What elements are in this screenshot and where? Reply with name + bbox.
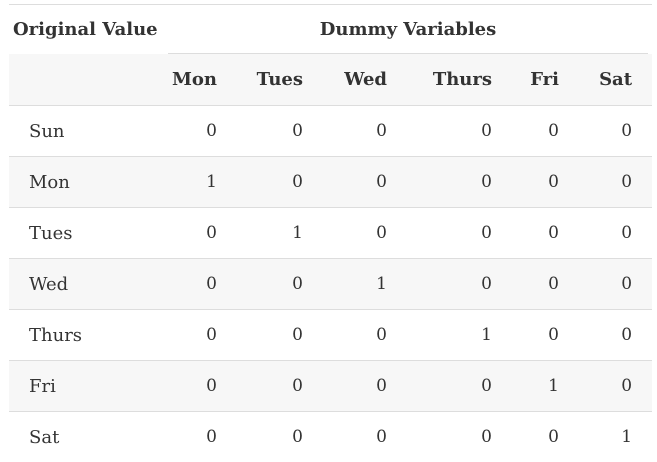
column-header-sat: Sat bbox=[579, 54, 653, 106]
table-row: Sun 0 0 0 0 0 0 bbox=[9, 105, 653, 157]
table-cell: 0 bbox=[323, 411, 407, 462]
table-cell: 0 bbox=[407, 258, 512, 310]
table-cell: 1 bbox=[164, 156, 237, 208]
row-label: Tues bbox=[9, 207, 164, 259]
table-cell: 0 bbox=[407, 156, 512, 208]
table-cell: 0 bbox=[164, 411, 237, 462]
column-header-thurs: Thurs bbox=[407, 54, 512, 106]
column-header-fri: Fri bbox=[512, 54, 579, 106]
table-cell: 1 bbox=[579, 411, 653, 462]
table-row: Sat 0 0 0 0 0 1 bbox=[9, 411, 653, 462]
table-row: Wed 0 0 1 0 0 0 bbox=[9, 258, 653, 310]
table-header: Original Value Dummy Variables Mon Tues … bbox=[9, 4, 653, 106]
table-cell: 1 bbox=[512, 360, 579, 412]
table-cell: 0 bbox=[323, 309, 407, 361]
table-cell: 0 bbox=[579, 309, 653, 361]
table-cell: 0 bbox=[237, 156, 323, 208]
table-row: Tues 0 1 0 0 0 0 bbox=[9, 207, 653, 259]
table-cell: 0 bbox=[512, 258, 579, 310]
table-cell: 0 bbox=[407, 360, 512, 412]
table-cell: 0 bbox=[512, 156, 579, 208]
table-cell: 0 bbox=[579, 156, 653, 208]
dummy-variable-table: Original Value Dummy Variables Mon Tues … bbox=[9, 4, 653, 462]
table-row: Fri 0 0 0 0 1 0 bbox=[9, 360, 653, 412]
table-cell: 1 bbox=[237, 207, 323, 259]
row-label: Thurs bbox=[9, 309, 164, 361]
table-cell: 0 bbox=[579, 258, 653, 310]
table-cell: 0 bbox=[237, 411, 323, 462]
row-label: Sun bbox=[9, 105, 164, 157]
table-cell: 0 bbox=[323, 207, 407, 259]
table-cell: 0 bbox=[407, 411, 512, 462]
table-row: Thurs 0 0 0 1 0 0 bbox=[9, 309, 653, 361]
column-header-row: Mon Tues Wed Thurs Fri Sat bbox=[9, 54, 653, 106]
dummy-variables-header: Dummy Variables bbox=[164, 4, 653, 54]
table-cell: 0 bbox=[164, 309, 237, 361]
table-row: Mon 1 0 0 0 0 0 bbox=[9, 156, 653, 208]
table-cell: 0 bbox=[512, 411, 579, 462]
table-cell: 1 bbox=[407, 309, 512, 361]
table-cell: 0 bbox=[237, 105, 323, 157]
dummy-variables-header-label: Dummy Variables bbox=[319, 19, 497, 40]
table-cell: 0 bbox=[164, 360, 237, 412]
table-cell: 0 bbox=[407, 207, 512, 259]
table-cell: 0 bbox=[512, 105, 579, 157]
table-cell: 0 bbox=[237, 258, 323, 310]
row-label: Fri bbox=[9, 360, 164, 412]
table-cell: 0 bbox=[407, 105, 512, 157]
table-cell: 0 bbox=[323, 156, 407, 208]
row-label: Sat bbox=[9, 411, 164, 462]
table-cell: 0 bbox=[164, 105, 237, 157]
table-cell: 0 bbox=[512, 309, 579, 361]
table-cell: 0 bbox=[237, 360, 323, 412]
table-cell: 0 bbox=[164, 258, 237, 310]
dummy-variables-header-rule bbox=[168, 53, 649, 54]
table-cell: 0 bbox=[579, 207, 653, 259]
column-header-wed: Wed bbox=[323, 54, 407, 106]
table-cell: 0 bbox=[164, 207, 237, 259]
row-label: Wed bbox=[9, 258, 164, 310]
table-cell: 0 bbox=[237, 309, 323, 361]
table-body: Sun 0 0 0 0 0 0 Mon 1 0 0 0 0 0 Tues 0 1 bbox=[9, 105, 653, 462]
column-header-blank bbox=[9, 54, 164, 106]
dummy-variable-table-container: Original Value Dummy Variables Mon Tues … bbox=[9, 4, 653, 462]
row-label: Mon bbox=[9, 156, 164, 208]
table-cell: 0 bbox=[512, 207, 579, 259]
group-header-row: Original Value Dummy Variables bbox=[9, 4, 653, 54]
table-cell: 0 bbox=[323, 105, 407, 157]
table-cell: 1 bbox=[323, 258, 407, 310]
column-header-mon: Mon bbox=[164, 54, 237, 106]
table-cell: 0 bbox=[323, 360, 407, 412]
column-header-tues: Tues bbox=[237, 54, 323, 106]
table-cell: 0 bbox=[579, 105, 653, 157]
table-cell: 0 bbox=[579, 360, 653, 412]
original-value-header: Original Value bbox=[9, 4, 164, 54]
